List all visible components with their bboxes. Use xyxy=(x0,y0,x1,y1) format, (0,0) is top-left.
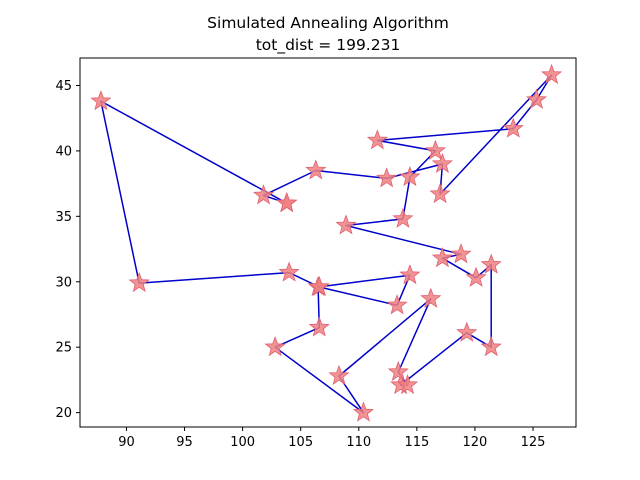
city-marker xyxy=(429,182,451,204)
city-marker xyxy=(366,129,388,150)
city-marker xyxy=(264,336,286,357)
city-marker xyxy=(278,261,300,282)
x-tick-label: 95 xyxy=(176,435,193,450)
x-tick-label: 125 xyxy=(521,435,546,450)
city-marker xyxy=(424,139,447,160)
city-marker xyxy=(465,266,487,287)
y-axis: 20 25 30 35 40 45 xyxy=(55,79,80,421)
y-tick-label: 25 xyxy=(55,341,72,356)
city-marker xyxy=(386,294,408,315)
city-marker xyxy=(431,152,453,174)
y-tick-label: 45 xyxy=(55,79,72,94)
x-tick-label: 110 xyxy=(346,435,371,450)
x-tick-label: 115 xyxy=(404,435,429,450)
x-axis: 90 95 100 105 110 115 120 125 xyxy=(118,427,545,450)
y-tick-label: 20 xyxy=(55,406,72,421)
city-marker xyxy=(399,264,421,285)
chart-title: Simulated Annealing Algorithm xyxy=(207,14,449,32)
city-marker xyxy=(399,165,421,187)
city-marker xyxy=(252,184,275,205)
city-marker xyxy=(525,88,548,109)
x-tick-label: 100 xyxy=(230,435,255,450)
city-marker xyxy=(376,167,398,188)
x-tick-label: 90 xyxy=(118,435,135,450)
city-marker xyxy=(352,401,374,422)
city-marker xyxy=(420,287,442,308)
city-marker xyxy=(305,159,327,180)
city-marker xyxy=(431,247,453,268)
x-tick-label: 105 xyxy=(288,435,313,450)
city-marker xyxy=(480,253,502,274)
city-marker xyxy=(392,207,414,228)
plot-frame xyxy=(79,57,577,428)
city-marker xyxy=(276,192,298,213)
city-marker xyxy=(335,214,357,235)
y-tick-label: 35 xyxy=(55,210,72,225)
city-marker xyxy=(308,316,330,337)
city-marker-layer xyxy=(90,63,563,422)
chart-subtitle: tot_dist = 199.231 xyxy=(256,36,401,55)
city-marker xyxy=(397,373,419,395)
city-marker xyxy=(128,271,150,293)
x-tick-label: 120 xyxy=(463,435,488,450)
city-marker xyxy=(328,364,350,386)
y-tick-label: 40 xyxy=(55,144,72,159)
city-marker xyxy=(502,117,524,138)
city-marker xyxy=(456,321,478,342)
city-marker xyxy=(387,360,409,382)
city-marker xyxy=(480,336,502,357)
city-marker xyxy=(541,63,563,85)
city-marker xyxy=(308,275,330,297)
y-tick-label: 30 xyxy=(55,275,72,290)
city-marker xyxy=(450,243,472,264)
city-marker xyxy=(90,90,112,111)
